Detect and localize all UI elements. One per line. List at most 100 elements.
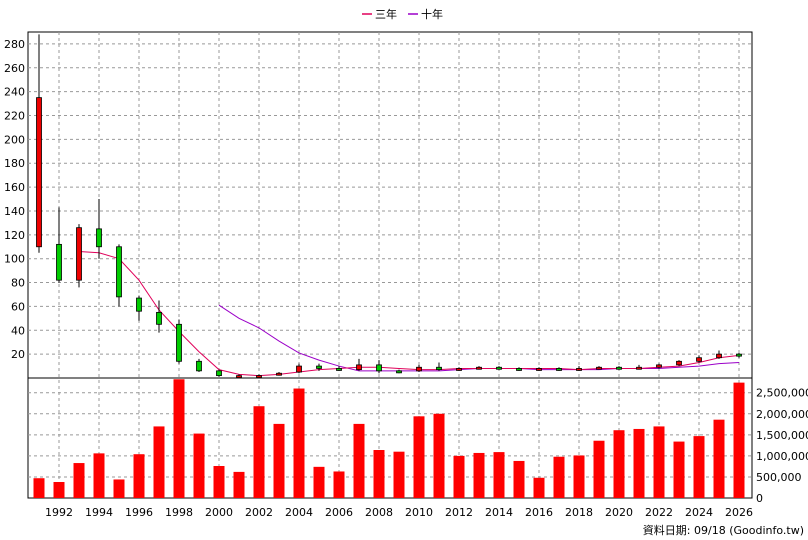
candle [336, 366, 342, 371]
volume-bar [433, 413, 445, 498]
candle [716, 350, 722, 359]
volume-bar [33, 478, 45, 498]
x-tick-label: 1994 [85, 506, 113, 519]
volume-bar [113, 479, 125, 498]
volume-bar [313, 466, 325, 498]
volume-bar [213, 466, 225, 498]
candle-body [356, 364, 362, 371]
volume-bar [193, 433, 205, 498]
grid [28, 32, 752, 498]
legend-label-3y: 三年 [375, 7, 397, 21]
candle [96, 199, 102, 259]
x-tick-label: 2006 [325, 506, 353, 519]
axis-labels: 20 40 60 80 100 120 140 160 180 200 220 240 260 280 0 5… [4, 38, 808, 519]
candle-body [176, 323, 182, 362]
volume-bar [153, 426, 165, 498]
volume-bar [493, 452, 505, 498]
volume-bar [293, 388, 305, 498]
x-tick-label: 2018 [565, 506, 593, 519]
candle [536, 367, 542, 371]
price-tick-label: 200 [4, 133, 25, 146]
candle-body [476, 366, 482, 370]
volume-bar [613, 430, 625, 498]
candle [556, 367, 562, 371]
x-tick-label: 2002 [245, 506, 273, 519]
volume-bars [33, 379, 745, 498]
candle-body [656, 364, 662, 368]
candle-body [136, 297, 142, 312]
candle-body [116, 246, 122, 298]
candle [196, 358, 202, 373]
candle-body [156, 311, 162, 325]
volume-bar [133, 454, 145, 498]
volume-tick-label: 2,000,000 [756, 408, 808, 421]
volume-bar [473, 452, 485, 498]
candle-body [96, 228, 102, 248]
volume-tick-label: 500,000 [756, 471, 802, 484]
candle [376, 360, 382, 374]
legend: 三年 十年 [362, 7, 443, 21]
x-tick-label: 1992 [45, 506, 73, 519]
price-tick-label: 140 [4, 205, 25, 218]
volume-bar [693, 436, 705, 498]
volume-bar [273, 423, 285, 498]
candle-body [576, 368, 582, 371]
candle-body [716, 353, 722, 359]
candle [576, 366, 582, 371]
candle [256, 374, 262, 379]
x-tick-label: 2014 [485, 506, 513, 519]
volume-tick-label: 0 [756, 492, 763, 505]
volume-bar [73, 463, 85, 498]
candle [176, 319, 182, 364]
price-tick-label: 20 [11, 348, 25, 361]
candle [436, 362, 442, 371]
x-tick-label: 2008 [365, 506, 393, 519]
candle [456, 367, 462, 371]
candle-body [296, 365, 302, 373]
x-tick-label: 2012 [445, 506, 473, 519]
volume-bar [453, 455, 465, 498]
candle-body [596, 366, 602, 370]
price-tick-label: 180 [4, 157, 25, 170]
candle [516, 367, 522, 371]
candle [56, 207, 62, 283]
candle [356, 358, 362, 371]
volume-bar [513, 460, 525, 498]
candle-body [416, 366, 422, 372]
candles [36, 34, 742, 379]
candle [696, 355, 702, 363]
volume-bar [573, 455, 585, 498]
price-tick-label: 40 [11, 324, 25, 337]
volume-bar [373, 450, 385, 498]
volume-tick-label: 2,500,000 [756, 387, 808, 400]
candle-body [216, 370, 222, 377]
price-panel [27, 31, 753, 379]
volume-tick-label: 1,500,000 [756, 429, 808, 442]
candle [116, 244, 122, 307]
candle [596, 366, 602, 370]
x-tick-label: 2000 [205, 506, 233, 519]
legend-label-10y: 十年 [421, 7, 443, 21]
volume-bar [253, 406, 265, 498]
candle [296, 363, 302, 374]
volume-bar [353, 423, 365, 498]
volume-bar [673, 441, 685, 498]
volume-bar [93, 453, 105, 498]
candle-body [456, 368, 462, 371]
price-tick-label: 260 [4, 62, 25, 75]
candle-body [396, 370, 402, 374]
candle [416, 364, 422, 373]
volume-bar [333, 471, 345, 498]
x-tick-label: 2024 [685, 506, 713, 519]
candle-body [336, 368, 342, 371]
candle [216, 369, 222, 377]
candle [496, 366, 502, 370]
x-tick-label: 2016 [525, 506, 553, 519]
price-tick-label: 80 [11, 277, 25, 290]
x-tick-label: 2004 [285, 506, 313, 519]
candle-body [516, 368, 522, 371]
candle [136, 295, 142, 321]
volume-tick-label: 1,000,000 [756, 450, 808, 463]
candle-body [736, 353, 742, 357]
candle [156, 300, 162, 333]
